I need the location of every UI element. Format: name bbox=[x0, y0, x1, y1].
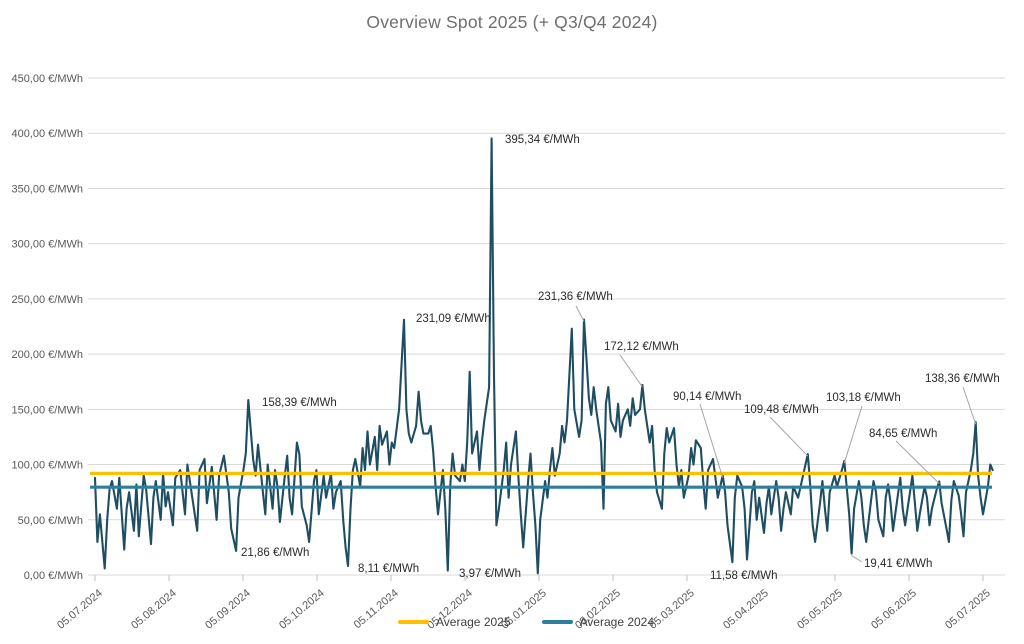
x-axis-tick-label: 05.07.2024 bbox=[55, 587, 105, 632]
annotation-label: 231,36 €/MWh bbox=[538, 291, 613, 303]
annotation-label: 138,36 €/MWh bbox=[925, 373, 1000, 385]
x-axis-tick-label: 05.10.2024 bbox=[277, 587, 327, 632]
x-axis-tick-label: 05.09.2024 bbox=[203, 587, 253, 632]
chart-title: Overview Spot 2025 (+ Q3/Q4 2024) bbox=[366, 12, 658, 32]
annotation-leader-line bbox=[699, 403, 724, 478]
annotation-label: 90,14 €/MWh bbox=[673, 391, 741, 403]
y-axis-tick-label: 250,00 €/MWh bbox=[11, 294, 83, 306]
y-axis-tick-label: 100,00 €/MWh bbox=[11, 460, 83, 472]
annotation-label: 8,11 €/MWh bbox=[358, 563, 419, 575]
x-axis-tick-label: 05.08.2024 bbox=[129, 587, 179, 632]
y-axis-tick-label: 0,00 €/MWh bbox=[24, 570, 83, 582]
legend-swatch-average-2025 bbox=[398, 620, 429, 624]
annotation-label: 3,97 €/MWh bbox=[459, 568, 521, 580]
annotation-label: 172,12 €/MWh bbox=[604, 341, 679, 353]
x-axis-tick-label: 05.11.2024 bbox=[352, 587, 401, 631]
x-axis-tick-label: 05.05.2025 bbox=[795, 587, 845, 632]
annotation-label: 19,41 €/MWh bbox=[864, 558, 932, 570]
x-axis-tick-label: 05.04.2025 bbox=[721, 587, 771, 632]
y-axis-tick-label: 50,00 €/MWh bbox=[18, 515, 83, 527]
annotation-leader-line bbox=[769, 416, 809, 457]
chart-legend: Average 2025 Average 2024 bbox=[398, 615, 678, 629]
y-axis-tick-label: 450,00 €/MWh bbox=[11, 73, 83, 85]
spot-price-series-line bbox=[93, 137, 994, 575]
annotation-label: 395,34 €/MWh bbox=[505, 134, 580, 146]
x-axis-tick-label: 05.06.2025 bbox=[869, 587, 919, 632]
annotation-label: 11,58 €/MWh bbox=[710, 570, 778, 582]
annotation-leader-line bbox=[843, 405, 863, 464]
annotation-label: 109,48 €/MWh bbox=[744, 404, 819, 416]
y-axis-tick-label: 200,00 €/MWh bbox=[11, 349, 83, 361]
annotation-leader-line bbox=[962, 386, 977, 425]
y-axis-tick-label: 150,00 €/MWh bbox=[11, 404, 83, 416]
annotation-label: 21,86 €/MWh bbox=[241, 547, 309, 559]
annotation-label: 231,09 €/MWh bbox=[416, 313, 491, 325]
annotation-leader-line bbox=[851, 555, 863, 563]
legend-swatch-average-2024 bbox=[541, 620, 573, 624]
annotation-label: 84,65 €/MWh bbox=[869, 428, 937, 440]
annotation-leader-line bbox=[619, 354, 643, 388]
y-axis-tick-label: 350,00 €/MWh bbox=[11, 183, 83, 195]
annotation-label: 103,18 €/MWh bbox=[826, 392, 901, 404]
annotation-leader-line bbox=[575, 305, 585, 322]
annotation-label: 158,39 €/MWh bbox=[262, 397, 337, 409]
legend-label-average-2024: Average 2024 bbox=[579, 615, 655, 629]
annotation-leader-line bbox=[895, 440, 940, 484]
y-axis-tick-label: 400,00 €/MWh bbox=[11, 128, 83, 140]
x-axis-tick-label: 05.07.2025 bbox=[943, 587, 993, 632]
y-axis-tick-label: 300,00 €/MWh bbox=[11, 239, 83, 251]
legend-label-average-2025: Average 2025 bbox=[436, 615, 511, 629]
